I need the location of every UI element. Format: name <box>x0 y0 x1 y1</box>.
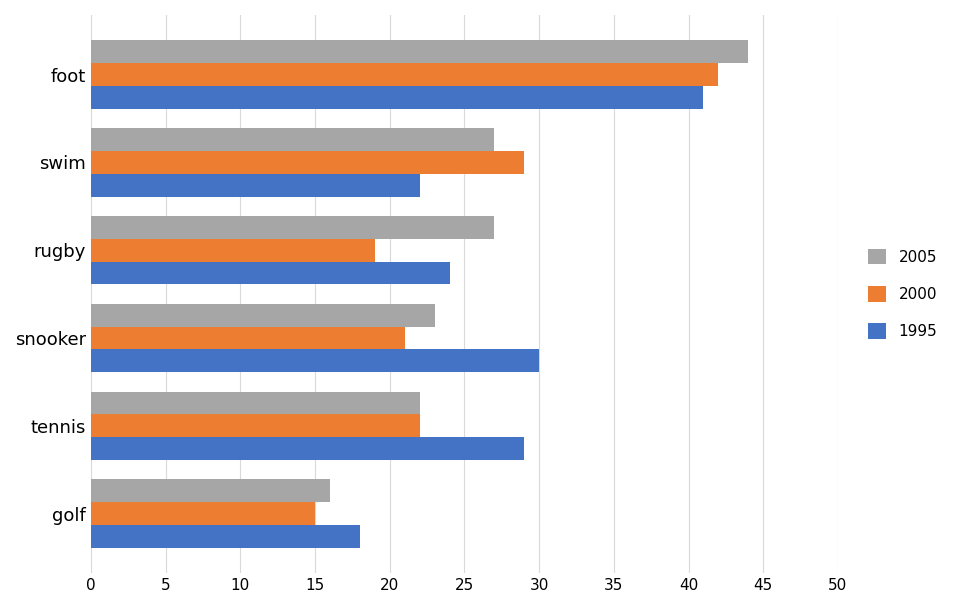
Bar <box>91 525 360 548</box>
Bar <box>91 414 420 437</box>
Bar <box>91 239 374 261</box>
Bar <box>91 479 330 502</box>
Bar <box>91 216 494 239</box>
Bar <box>91 326 405 350</box>
Legend: 2005, 2000, 1995: 2005, 2000, 1995 <box>860 241 945 347</box>
Bar <box>91 261 449 285</box>
Bar <box>91 502 315 525</box>
Bar <box>91 304 435 326</box>
Bar <box>91 174 420 196</box>
Bar <box>91 128 494 151</box>
Bar <box>91 350 540 372</box>
Bar <box>91 151 524 174</box>
Bar <box>91 392 420 414</box>
Bar <box>91 40 748 63</box>
Bar <box>91 86 704 109</box>
Bar <box>91 437 524 460</box>
Bar <box>91 63 718 86</box>
